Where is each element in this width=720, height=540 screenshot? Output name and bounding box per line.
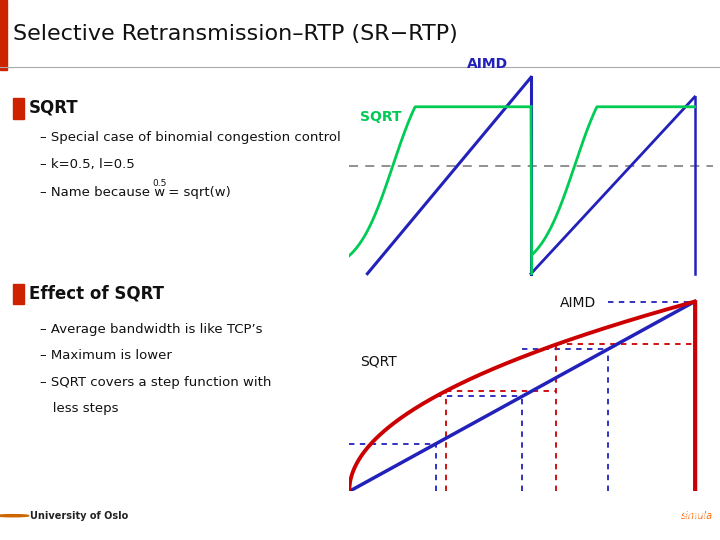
Text: less steps: less steps <box>40 402 119 415</box>
Bar <box>0 491 158 540</box>
Text: AIMD: AIMD <box>560 295 596 309</box>
Text: Selective Retransmission–RTP (SR−RTP): Selective Retransmission–RTP (SR−RTP) <box>13 24 458 44</box>
Text: – Maximum is lower: – Maximum is lower <box>40 349 172 362</box>
Bar <box>0 0 7 70</box>
Bar <box>13 98 24 119</box>
Text: University of Oslo: University of Oslo <box>30 511 128 521</box>
Text: = sqrt(w): = sqrt(w) <box>164 186 231 199</box>
Text: – Name because w: – Name because w <box>40 186 166 199</box>
Text: [: [ <box>702 511 709 521</box>
Text: 0.5: 0.5 <box>152 179 166 187</box>
Text: SQRT: SQRT <box>360 110 402 124</box>
Text: Effect of SQRT: Effect of SQRT <box>29 285 164 302</box>
Text: – Special case of binomial congestion control: – Special case of binomial congestion co… <box>40 131 341 144</box>
Text: – Average bandwidth is like TCP’s: – Average bandwidth is like TCP’s <box>40 323 263 336</box>
Text: AIMD: AIMD <box>467 57 508 71</box>
Text: – SQRT covers a step function with: – SQRT covers a step function with <box>40 376 271 389</box>
Bar <box>13 284 24 304</box>
Text: [ simula . research laboratory ]: [ simula . research laboratory ] <box>572 511 713 520</box>
Text: – k=0.5, l=0.5: – k=0.5, l=0.5 <box>40 158 135 172</box>
Text: SQRT: SQRT <box>29 98 78 116</box>
Circle shape <box>0 515 29 517</box>
Text: simula: simula <box>680 511 713 521</box>
Text: SQRT: SQRT <box>360 355 397 368</box>
Text: INF5071, Carsten Griwodz & Pål Halvorsen: INF5071, Carsten Griwodz & Pål Halvorsen <box>264 511 456 520</box>
